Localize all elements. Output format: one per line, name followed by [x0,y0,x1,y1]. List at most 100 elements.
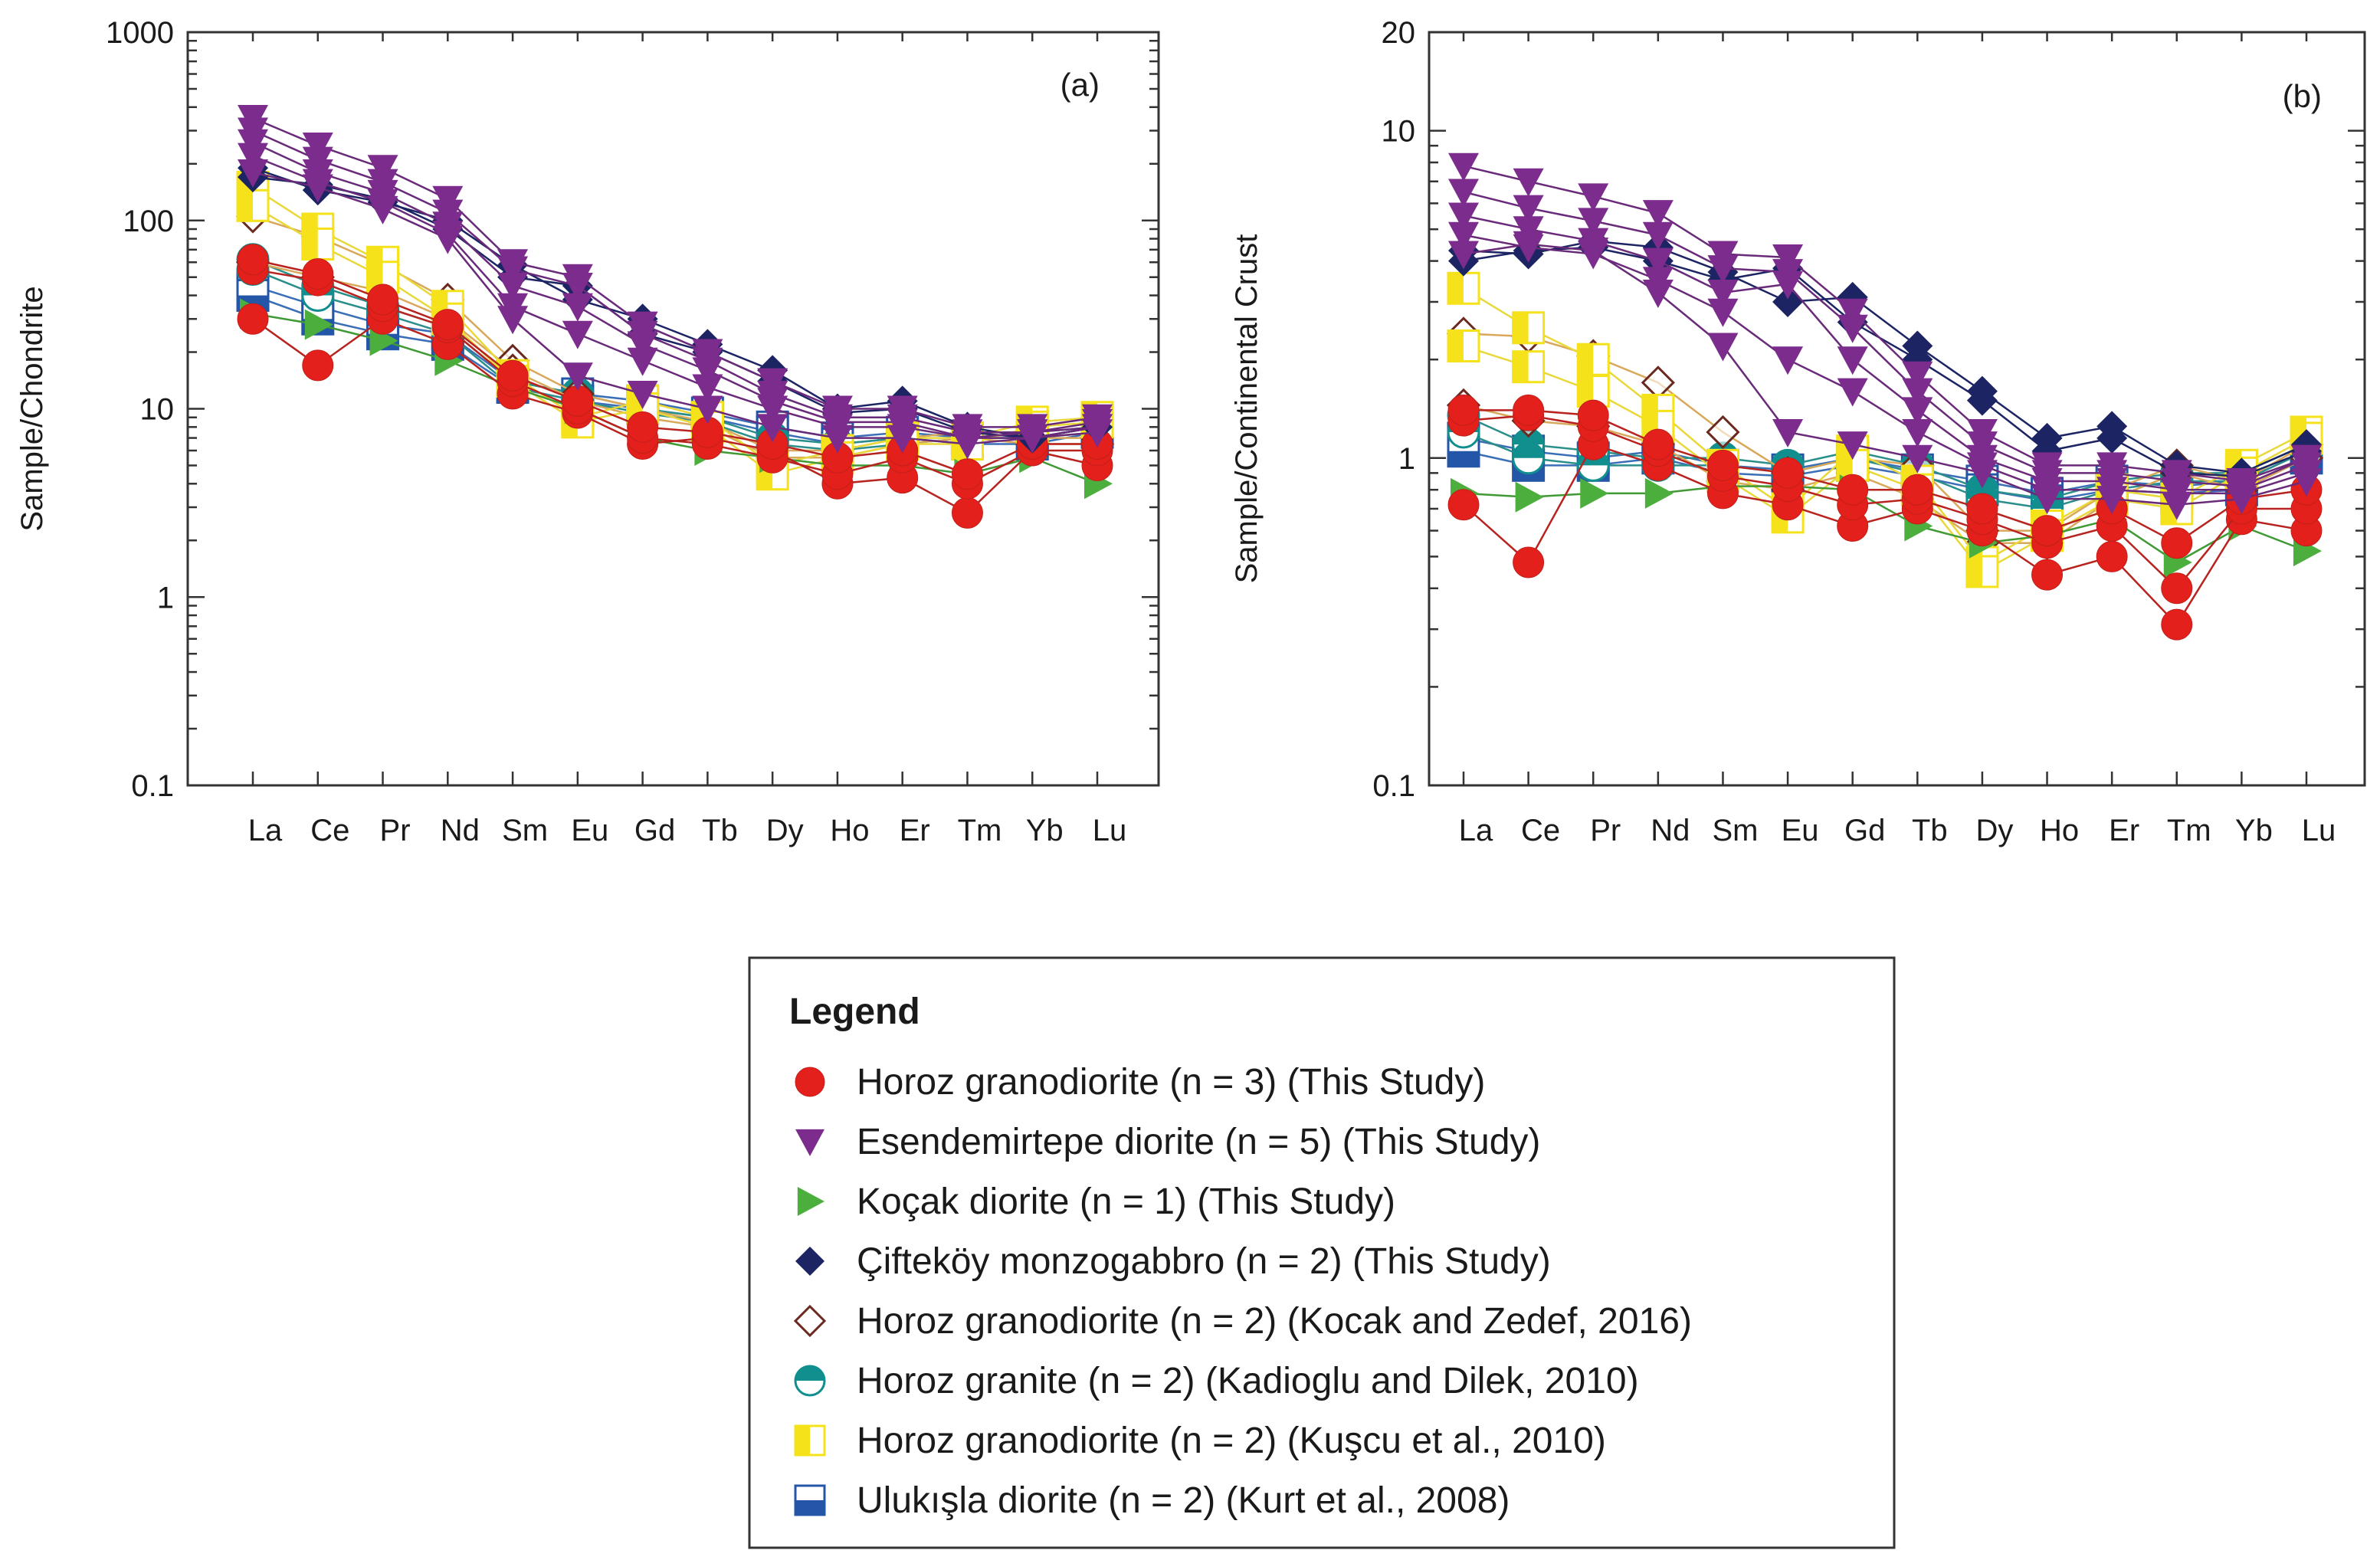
panel-b-data-point [1902,444,1933,474]
panel-b-data-point [1447,489,1480,521]
panel-b-data-point [1512,350,1546,384]
panel-b-data-point [2161,491,2192,520]
legend-marker-cif [795,1247,824,1276]
panel-b-data-point-shape [1513,168,1544,197]
panel-b-data-point [1837,298,1868,327]
panel-b-data-point [1772,270,1804,300]
panel-b-data-point [1576,342,1610,376]
panel-a-data-point [497,256,529,285]
panel-b-data-point [1580,477,1609,509]
panel-b-data-point [1513,231,1544,260]
panel-b-xtick-label: Sm [1712,814,1758,847]
panel-a-data-point [302,174,333,203]
panel-a-data-point-fill [238,190,253,221]
panel-b-data-point-fill [1578,375,1594,407]
panel-b-data-point-shape [1707,298,1739,327]
panel-a-data-point [432,225,464,254]
panel-a-data-point-shape [692,357,723,386]
legend-marker-cif-shape [795,1247,824,1276]
panel-b-data-point [1902,378,1933,407]
panel-b-data-point [2096,540,2128,572]
panel-b-data-point [1448,241,1479,270]
panel-a-data-point-shape [627,381,658,410]
panel-a-data-point [692,395,723,424]
panel-b-data-point-shape [1772,270,1804,300]
panel-a-ylabel: Sample/Chondrite [15,286,49,531]
legend-marker-kocak-shape [797,1187,824,1216]
panel-b-data-point [1772,244,1804,274]
panel-b-data-point-fill [1966,556,1982,587]
panel-b-data-point [1901,474,1933,506]
panel-b-ytick-label: 10 [1382,115,1416,149]
panel-a-data-point-shape [237,244,269,276]
panel-b-data-point [1448,179,1479,208]
panel-b-data-point-shape [2161,608,2193,641]
panel-b-data-point [1513,168,1544,197]
panel-a-data-point-shape [821,424,853,454]
panel-b-xtick-label: Dy [1975,814,2013,847]
panel-b-data-point [1576,375,1610,408]
panel-b-data-point [2031,486,2063,515]
panel-b-data-point [1644,477,1674,509]
panel-a-data-point [304,309,333,340]
panel-a-data-point [302,349,334,382]
panel-a-series-line [252,171,1098,445]
panel-b-data-point-shape [1513,394,1545,426]
panel-b-data-point [1512,441,1546,475]
legend-item-kocak: Koçak diorite (n = 1) (This Study) [797,1181,1395,1222]
panel-b-data-point-shape [1837,314,1868,343]
panel-a-xtick-label: Eu [571,814,608,847]
panel-a-data-point-shape [237,303,269,335]
panel-b-data-point [1707,279,1739,308]
panel-b-data-point-shape [1901,474,1933,506]
panel-b-data-point-shape [1706,449,1739,481]
panel-a-data-point [562,272,593,301]
panel-b-data-point [1772,457,1804,489]
legend-item-uk: Ulukışla diorite (n = 2) (Kurt et al., 2… [794,1480,1510,1521]
panel-b-data-point [1965,555,1999,588]
panel-a-ytick-label: 1000 [106,16,174,50]
panel-b-data-point [2096,422,2128,454]
panel-a-data-point [627,347,658,376]
panel-b-xtick-label: Ho [2040,814,2079,847]
legend-label-horoz-td: Horoz granodiorite (n = 3) (This Study) [857,1062,1485,1103]
panel-b-continental-crust: 20 10 1 0.1 Sample/Continental Crust La Ce Pr Nd… [1230,16,2366,847]
panel-b-frame [1428,31,2366,787]
panel-a-data-point [562,293,593,322]
panel-b-xtick-label: Lu [2302,814,2336,847]
panel-a-xtick-label: Dy [766,814,804,847]
legend-item-cif: Çifteköy monzogabbro (n = 2) (This Study… [795,1241,1551,1282]
panel-a-data-point [497,272,529,301]
panel-a-xtick-label: Ho [830,814,869,847]
panel-b-data-point-shape [1837,346,1868,375]
panel-b-data-point-shape [1448,241,1479,270]
panel-b-data-point-fill [1448,330,1464,362]
legend-label-ku: Horoz granodiorite (n = 2) (Kuşcu et al.… [857,1421,1606,1461]
panel-b-xtick-label: Yb [2235,814,2273,847]
panel-b-data-point [1577,399,1609,431]
panel-a-ytick-label: 1 [157,581,174,614]
panel-b-xtick-label: Ce [1521,814,1560,847]
panel-b-data-point [1448,202,1479,231]
panel-b-data-point [1837,431,1868,460]
panel-b-ytick-label: 20 [1382,16,1416,50]
legend-marker-kocak [797,1187,824,1216]
panel-a-data-point [302,132,333,161]
legend-item-kd: Horoz granite (n = 2) (Kadioglu and Dile… [794,1361,1639,1401]
panel-b-data-point-shape [1642,247,1674,277]
panel-a-data-point-shape [302,258,334,290]
panel-b-data-point [2031,559,2064,591]
panel-a-data-point [562,320,593,349]
panel-b-data-point-shape [1902,378,1933,407]
panel-b-data-point-shape [1448,152,1479,182]
legend-marker-uk-fill [795,1500,824,1515]
panel-b-data-point-shape [1966,385,1998,416]
panel-b-series-esen [1448,231,2322,520]
panel-b-data-point [2161,572,2193,605]
legend-marker-horoz-td-shape [795,1067,825,1097]
panel-a-data-point [627,381,658,410]
panel-b-data-point [2291,467,2322,497]
panel-b-data-point-shape [1837,298,1868,327]
panel-b-data-point-shape [1578,208,1609,237]
panel-b-ylabel: Sample/Continental Crust [1230,234,1264,584]
